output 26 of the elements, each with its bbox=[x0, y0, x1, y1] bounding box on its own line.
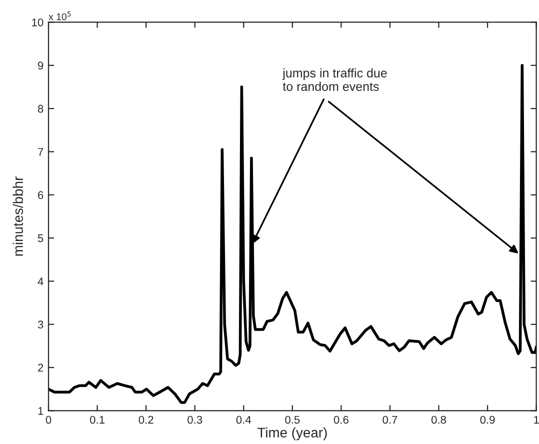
annotation: jumps in traffic due to random events bbox=[282, 68, 387, 91]
text: x 10$^{5}$ bbox=[48, 11, 71, 20]
y-tick-label: 1 bbox=[38, 407, 44, 415]
x-axis-title: Time (year) bbox=[257, 427, 327, 440]
x-tick-label: 0.9 bbox=[480, 416, 495, 424]
y-tick-label: 10 bbox=[32, 18, 44, 26]
y-tick-label: 3 bbox=[38, 320, 44, 328]
y-tick-label: 4 bbox=[38, 278, 44, 286]
x-tick-label: 0.1 bbox=[90, 416, 104, 424]
y-tick-label: 8 bbox=[38, 104, 44, 113]
line-series bbox=[48, 64, 536, 404]
x-tick-label: 0.7 bbox=[382, 416, 398, 424]
y-tick-label: 7 bbox=[38, 148, 44, 156]
y-axis-title: minutes/bbhr bbox=[12, 176, 23, 256]
x-tick-label: 0.6 bbox=[334, 416, 348, 424]
x-tick-label: 0.8 bbox=[431, 416, 446, 424]
x-tick-label: 0.2 bbox=[138, 416, 154, 424]
y-tick-label: 6 bbox=[38, 191, 44, 199]
y-tick-label: 2 bbox=[38, 364, 44, 372]
x-tick-label: 0.3 bbox=[188, 416, 202, 424]
y-tick-label: 5 bbox=[38, 234, 44, 242]
x-tick-label: 0 bbox=[46, 416, 52, 424]
y-tick-label: 9 bbox=[38, 62, 44, 70]
x-tick-label: 0.4 bbox=[236, 416, 252, 424]
x-tick-label: 1 bbox=[534, 416, 539, 424]
x-tick-label: 0.5 bbox=[285, 416, 300, 424]
